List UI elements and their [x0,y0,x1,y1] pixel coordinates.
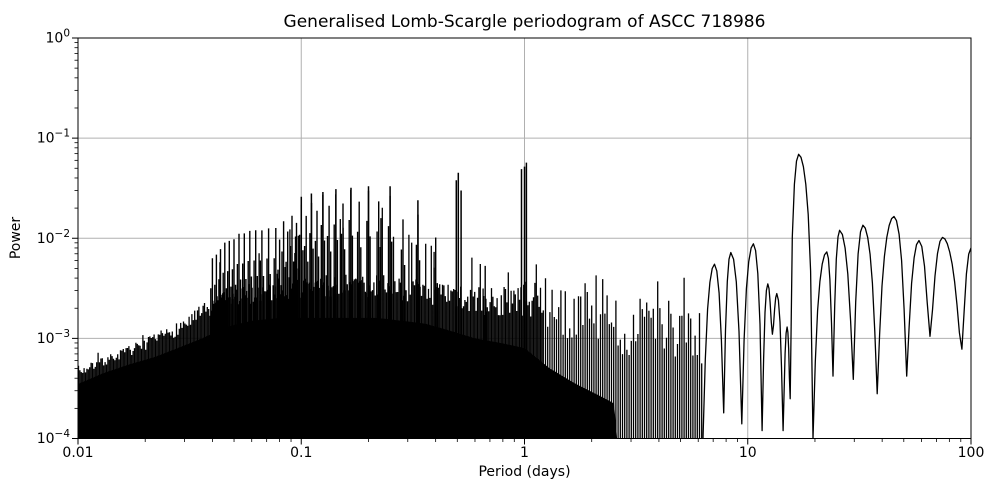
y-tick-label: 10−1 [37,128,70,147]
x-tick-label: 10 [739,445,757,461]
y-axis-label: Power [8,217,24,260]
axes-spines [77,37,972,439]
tick-layer: 0.01 0.1 1 10 100 100 10−1 10−2 10−3 10−4 [37,28,985,462]
x-tick-label: 0.01 [62,445,93,461]
x-axis-label: Period (days) [478,464,570,480]
major-peak-spikes [300,162,528,439]
data-layer [78,153,971,439]
y-tick-label: 100 [45,28,70,47]
y-tick-label: 10−4 [37,428,71,447]
resolved-curve-path [702,153,971,439]
y-tick-label: 10−2 [37,228,70,247]
x-tick-label: 1 [520,445,529,461]
x-tick-label: 100 [958,445,985,461]
x-tick-label: 0.1 [290,445,312,461]
chart-title: Generalised Lomb-Scargle periodogram of … [284,12,766,32]
y-tick-label: 10−3 [37,328,70,347]
